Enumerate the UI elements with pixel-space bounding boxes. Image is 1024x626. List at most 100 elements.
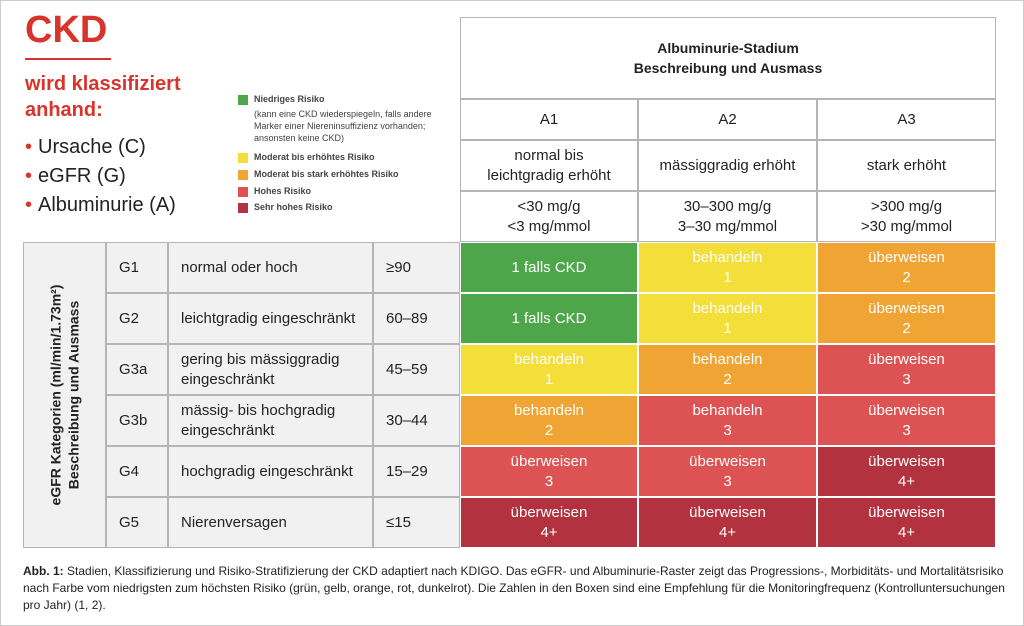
legend-swatch	[238, 203, 248, 213]
row-desc: gering bis mässiggradig eingeschränkt	[168, 344, 373, 395]
risk-cell-count: 2	[544, 421, 554, 439]
risk-cell-count: 3	[723, 472, 732, 490]
risk-cell: behandeln 2	[460, 395, 638, 446]
legend-label: Niedriges Risiko	[254, 94, 325, 104]
bullet-text: Ursache (C)	[38, 136, 146, 158]
bullet-item: • eGFR (G)	[25, 162, 176, 191]
risk-cell: überweisen 4+	[638, 497, 817, 548]
row-desc-text: normal oder hoch	[181, 258, 298, 276]
risk-cell-text: überweisen	[868, 401, 945, 419]
column-desc-text: stark erhöht	[866, 156, 947, 174]
risk-cell-text: behandeln	[513, 350, 585, 368]
risk-cell: 1 falls CKD	[460, 242, 638, 293]
row-range-text: 60–89	[386, 309, 428, 327]
risk-cell-count: 4+	[897, 523, 916, 541]
column-code-text: A1	[539, 110, 559, 128]
risk-cell: behandeln 1	[638, 242, 817, 293]
row-code: G2	[106, 293, 168, 344]
bullet: •	[25, 165, 33, 187]
caption-label: Abb. 1:	[23, 564, 64, 578]
risk-cell-text: überweisen	[868, 350, 945, 368]
column-range-text: 30–300 mg/g	[683, 197, 772, 215]
column-range-text: <3 mg/mmol	[507, 217, 591, 235]
row-desc-text: hochgradig eingeschränkt	[181, 462, 353, 480]
column-code-text: A3	[897, 110, 916, 128]
risk-cell-count: 3	[902, 370, 911, 388]
row-code: G4	[106, 446, 168, 497]
legend-swatch	[238, 187, 248, 197]
risk-cell-count: 1	[723, 319, 732, 337]
column-range-text: >30 mg/mmol	[860, 217, 953, 235]
risk-cell: behandeln 1	[460, 344, 638, 395]
row-desc: hochgradig eingeschränkt	[168, 446, 373, 497]
legend-label: Hohes Risiko	[254, 186, 312, 196]
legend-swatch	[238, 153, 248, 163]
row-code-text: G5	[119, 513, 140, 531]
legend-swatch	[238, 95, 248, 105]
column-header-line: Albuminurie-Stadium	[657, 40, 799, 56]
column-code: A1	[460, 99, 638, 140]
bullet-list: • Ursache (C) • eGFR (G) • Albuminurie (A)	[25, 133, 176, 220]
column-desc: stark erhöht	[817, 140, 996, 191]
column-desc-text: normal bis leichtgradig erhöht	[487, 146, 611, 184]
risk-cell-text: 1 falls CKD	[511, 258, 587, 276]
risk-cell-text: 1 falls CKD	[511, 309, 587, 327]
row-code-text: G3a	[119, 360, 148, 378]
risk-cell-text: behandeln	[513, 401, 585, 419]
row-code-text: G1	[119, 258, 140, 276]
column-range: <30 mg/g <3 mg/mmol	[460, 191, 638, 242]
title-underline	[25, 58, 111, 60]
risk-cell: überweisen 3	[817, 344, 996, 395]
risk-cell-text: behandeln	[692, 350, 763, 368]
row-code: G3b	[106, 395, 168, 446]
risk-cell-count: 2	[902, 319, 911, 337]
row-desc-text: leichtgradig eingeschränkt	[181, 309, 356, 327]
risk-cell-text: überweisen	[868, 248, 945, 266]
risk-cell: überweisen 2	[817, 293, 996, 344]
row-range: 45–59	[373, 344, 460, 395]
risk-cell-count: 1	[723, 268, 732, 286]
legend-label: Moderat bis erhöhtes Risiko	[254, 152, 375, 162]
row-desc: normal oder hoch	[168, 242, 373, 293]
risk-cell: behandeln 3	[638, 395, 817, 446]
title: CKD	[25, 9, 108, 51]
legend-label: Sehr hohes Risiko	[254, 202, 333, 212]
row-range: 60–89	[373, 293, 460, 344]
column-code-text: A2	[718, 110, 737, 128]
row-desc-text: mässig- bis hochgradig eingeschränkt	[181, 401, 336, 439]
risk-cell-text: überweisen	[868, 299, 945, 317]
column-desc-text: mässiggradig erhöht	[659, 156, 796, 174]
risk-cell: überweisen 4+	[817, 497, 996, 548]
row-desc: mässig- bis hochgradig eingeschränkt	[168, 395, 373, 446]
subtitle: wird klassifiziert anhand:	[25, 73, 181, 121]
risk-cell-count: 2	[902, 268, 911, 286]
row-code: G3a	[106, 344, 168, 395]
row-range: ≤15	[373, 497, 460, 548]
risk-cell-text: überweisen	[510, 503, 588, 521]
row-range-text: 45–59	[386, 360, 428, 378]
risk-cell: überweisen 3	[817, 395, 996, 446]
row-code-text: G2	[119, 309, 140, 327]
column-desc: normal bis leichtgradig erhöht	[460, 140, 638, 191]
row-code: G5	[106, 497, 168, 548]
row-desc-text: Nierenversagen	[181, 513, 287, 531]
risk-cell: überweisen 3	[638, 446, 817, 497]
row-range-text: 30–44	[386, 411, 428, 429]
bullet-item: • Ursache (C)	[25, 133, 176, 162]
row-header-line: eGFR Kategorien (ml/min/1.73m²)	[47, 284, 64, 506]
row-range-text: ≤15	[386, 513, 411, 531]
column-range: >300 mg/g >30 mg/mmol	[817, 191, 996, 242]
bullet-text: Albuminurie (A)	[38, 194, 176, 216]
column-desc: mässiggradig erhöht	[638, 140, 817, 191]
row-desc: leichtgradig eingeschränkt	[168, 293, 373, 344]
risk-cell: überweisen 2	[817, 242, 996, 293]
caption: Abb. 1: Stadien, Klassifizierung und Ris…	[23, 563, 1008, 614]
legend-swatch	[238, 170, 248, 180]
row-desc-text: gering bis mässiggradig eingeschränkt	[181, 350, 340, 388]
risk-cell-text: überweisen	[868, 503, 945, 521]
risk-cell-count: 2	[723, 370, 732, 388]
column-code: A3	[817, 99, 996, 140]
legend-note: (kann eine CKD wiederspiegeln, falls and…	[254, 109, 432, 143]
risk-cell-text: behandeln	[692, 401, 763, 419]
